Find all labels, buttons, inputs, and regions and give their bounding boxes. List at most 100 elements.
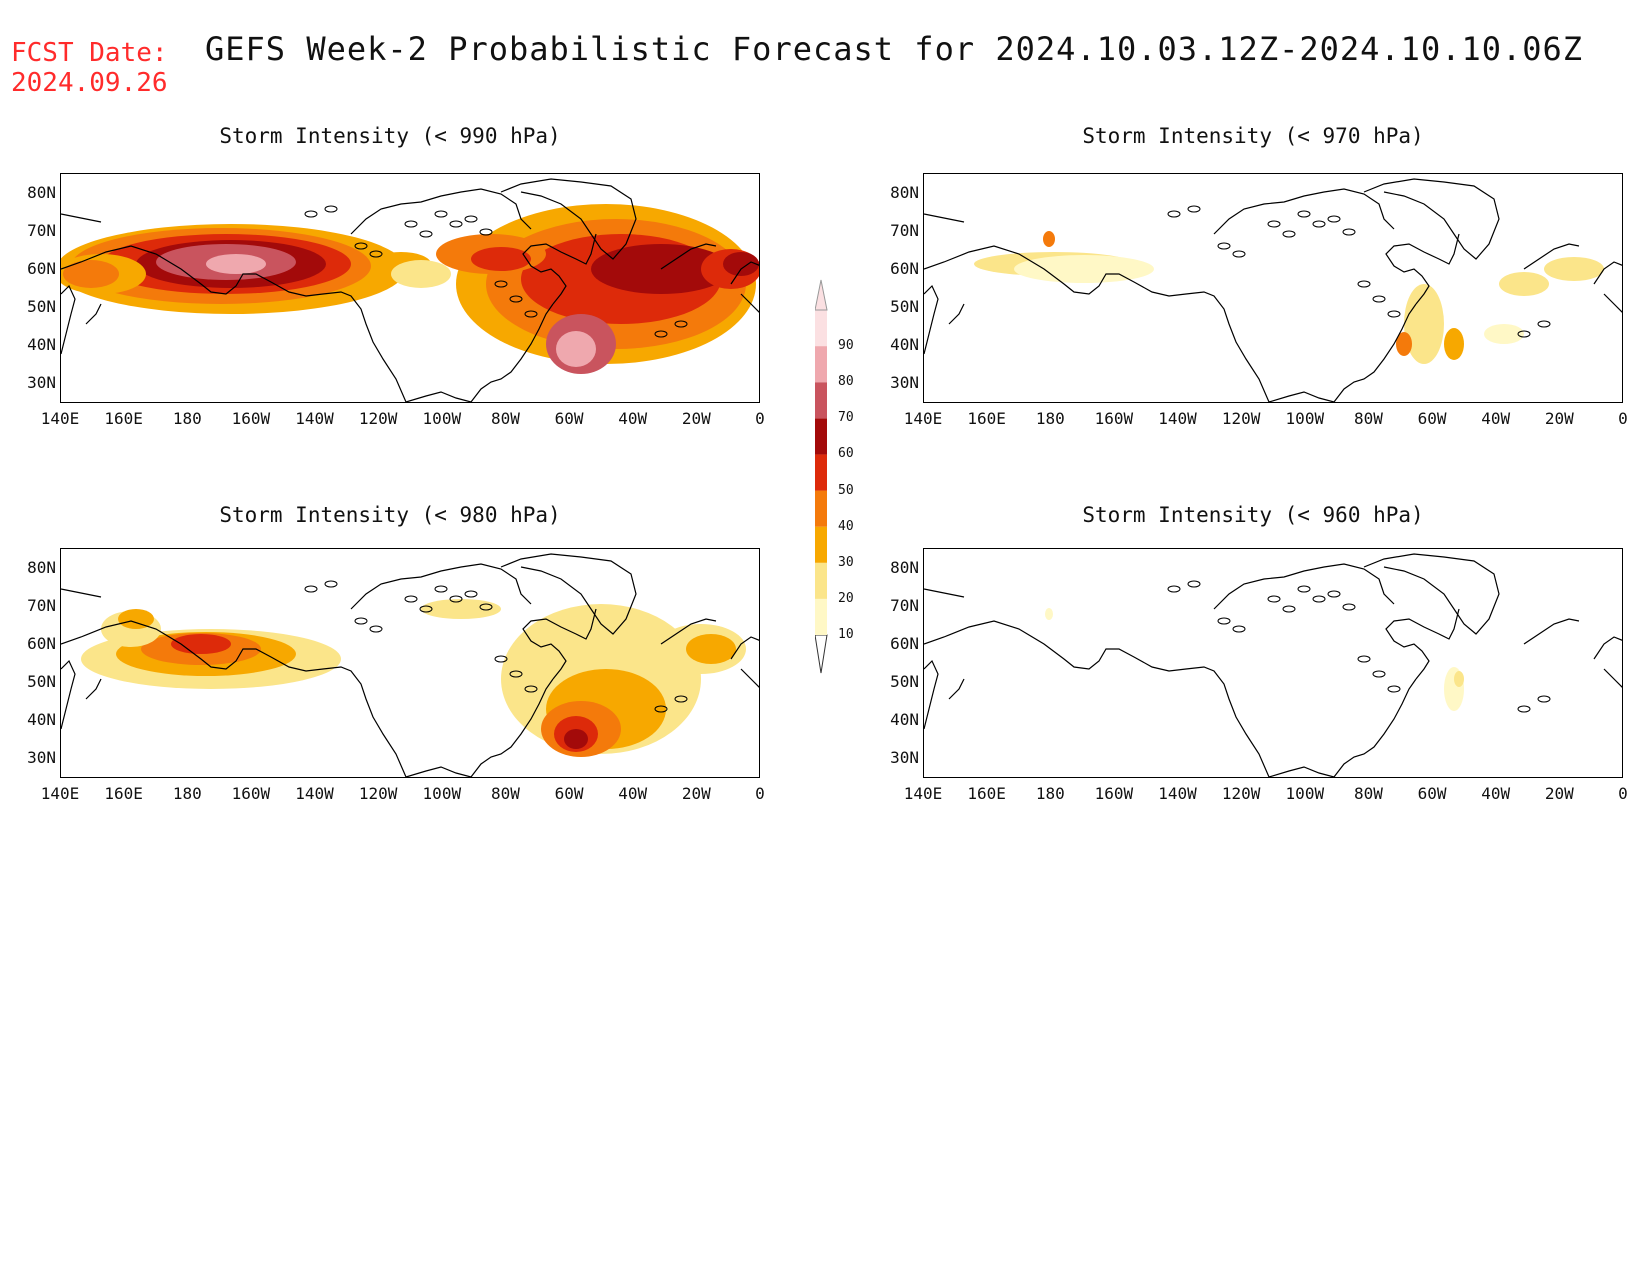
- lat-label: 80N: [27, 183, 56, 202]
- probability-region: [63, 260, 119, 288]
- forecast-date-value: 2024.09.26: [11, 68, 168, 98]
- lon-label: 80W: [491, 409, 520, 428]
- lat-label: 50N: [27, 297, 56, 316]
- lat-label: 60N: [27, 634, 56, 653]
- coastline: [924, 213, 965, 223]
- lat-label: 40N: [890, 710, 919, 729]
- coastline: [924, 588, 965, 598]
- map-island-outline: [494, 280, 508, 288]
- lon-label: 160W: [231, 409, 271, 428]
- coastline: [660, 618, 717, 645]
- panel-title-990: Storm Intensity (< 990 hPa): [219, 124, 561, 148]
- coastline: [500, 178, 637, 260]
- map-svg-980: [61, 553, 759, 777]
- map-island-outline: [674, 320, 688, 328]
- lat-label: 70N: [890, 596, 919, 615]
- probability-region: [556, 331, 596, 367]
- coastline: [1363, 553, 1500, 635]
- coastline: [500, 553, 637, 635]
- map-island-outline: [434, 210, 448, 218]
- map-island-outline: [419, 230, 433, 238]
- coastline: [740, 293, 759, 313]
- map-island-outline: [1372, 670, 1386, 678]
- lon-label: 120W: [358, 784, 398, 803]
- lon-label: 40W: [618, 409, 648, 428]
- lat-label: 70N: [27, 596, 56, 615]
- map-island-outline: [304, 585, 318, 593]
- map-island-outline: [479, 603, 493, 611]
- probability-region: [1444, 328, 1464, 360]
- map-island-outline: [369, 625, 383, 633]
- coastline: [61, 659, 76, 730]
- map-island-outline: [479, 228, 493, 236]
- map-island-outline: [1517, 705, 1531, 713]
- map-island-outline: [1167, 585, 1181, 593]
- probability-region: [564, 729, 588, 749]
- probability-region: [1404, 284, 1444, 364]
- lon-label: 140E: [903, 784, 943, 803]
- lat-label: 30N: [27, 748, 56, 767]
- coastline: [740, 668, 759, 688]
- probability-region: [723, 252, 759, 276]
- coastline: [1523, 618, 1580, 645]
- coastline: [1603, 668, 1622, 688]
- lon-label: 160W: [1094, 784, 1134, 803]
- lon-label: 60W: [1417, 784, 1447, 803]
- coastline: [1603, 293, 1622, 313]
- coastline: [350, 563, 532, 610]
- coastline: [61, 284, 76, 355]
- map-island-outline: [1517, 330, 1531, 338]
- colorbar-swatch: [815, 454, 827, 491]
- lon-label: 160E: [967, 409, 1006, 428]
- map-island-outline: [449, 220, 463, 228]
- coastline: [61, 213, 102, 223]
- probability-region: [391, 260, 451, 288]
- coastline: [1385, 233, 1460, 305]
- colorbar: [815, 279, 828, 674]
- lat-label: 60N: [27, 259, 56, 278]
- map-island-outline: [509, 670, 523, 678]
- lon-label: 120W: [358, 409, 398, 428]
- lon-label: 160E: [104, 784, 143, 803]
- coastline: [1363, 178, 1500, 260]
- coastline: [948, 303, 965, 325]
- lon-label: 0: [1618, 409, 1628, 428]
- map-island-outline: [324, 205, 338, 213]
- lat-label: 50N: [890, 672, 919, 691]
- map-island-outline: [1267, 220, 1281, 228]
- coastline: [924, 284, 939, 355]
- lon-label: 60W: [1417, 409, 1447, 428]
- lon-label: 20W: [1544, 409, 1574, 428]
- lat-label: 60N: [890, 259, 919, 278]
- map-island-outline: [1282, 605, 1296, 613]
- probability-region: [1454, 671, 1464, 687]
- coastline: [405, 391, 472, 402]
- lon-label: 20W: [1544, 784, 1574, 803]
- lon-label: 140E: [40, 784, 80, 803]
- coastline: [1593, 261, 1622, 285]
- colorbar-bottom-arrow: [815, 634, 828, 674]
- map-island-outline: [1297, 585, 1311, 593]
- lon-label: 180: [172, 784, 202, 803]
- lat-label: 40N: [27, 335, 56, 354]
- coastline: [85, 303, 102, 325]
- coastline: [948, 678, 965, 700]
- lon-label: 20W: [681, 784, 711, 803]
- map-island-outline: [1537, 695, 1551, 703]
- map-island-outline: [449, 595, 463, 603]
- lat-label: 50N: [27, 672, 56, 691]
- lon-label: 80W: [1354, 784, 1383, 803]
- map-island-outline: [1217, 617, 1231, 625]
- panel-title-980: Storm Intensity (< 980 hPa): [219, 503, 561, 527]
- colorbar-tick-label: 50: [838, 482, 854, 498]
- probability-region: [1484, 324, 1524, 344]
- lat-label: 80N: [27, 558, 56, 577]
- coastline: [61, 245, 407, 402]
- coastline: [1213, 188, 1395, 235]
- probability-region: [171, 634, 231, 654]
- coastline: [1333, 678, 1417, 777]
- lon-label: 160W: [231, 784, 271, 803]
- lon-label: 160W: [1094, 409, 1134, 428]
- lon-label: 180: [1035, 409, 1065, 428]
- lat-label: 40N: [27, 710, 56, 729]
